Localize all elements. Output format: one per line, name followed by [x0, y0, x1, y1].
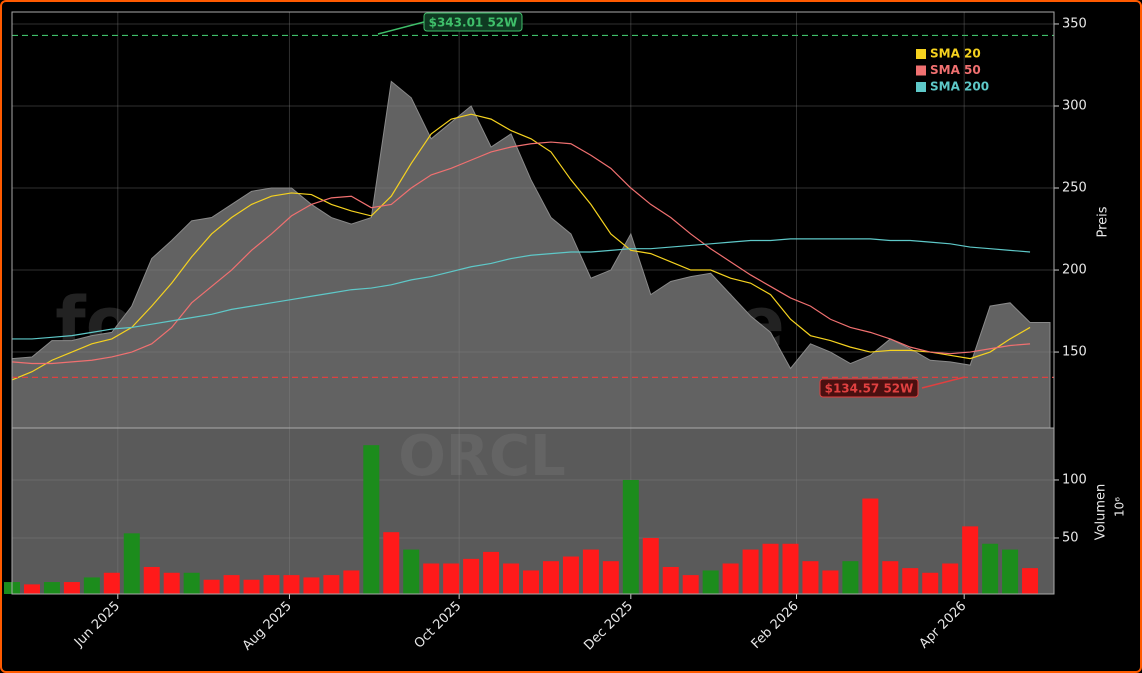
volume-bar [423, 563, 440, 594]
volume-panel [12, 428, 1054, 594]
volume-bar [642, 537, 659, 594]
volume-bar [43, 582, 60, 594]
volume-bar [163, 572, 180, 594]
annotation-arrow [377, 21, 425, 35]
volume-bar [483, 551, 500, 594]
volume-bar [443, 563, 460, 594]
volume-bar [662, 566, 679, 594]
volume-bar [143, 566, 160, 594]
y-tick-label: 150 [1062, 345, 1087, 360]
plot-frame [11, 427, 1055, 595]
volume-bar [682, 575, 699, 594]
x-tick-label: Dec 2025 [581, 599, 636, 654]
x-tick-label: Feb 2026 [749, 599, 802, 652]
volume-bar [802, 561, 819, 594]
y-tick-label: 250 [1062, 181, 1087, 196]
volume-bar [822, 570, 839, 594]
volume-bar [463, 558, 480, 594]
y2-scale-label: 10⁶ [1113, 497, 1127, 517]
volume-bar [503, 563, 520, 594]
volume-bar [922, 572, 939, 594]
watermark-symbol: ORCL [398, 424, 566, 489]
volume-bar [323, 575, 340, 594]
volume-bar [83, 577, 100, 594]
volume-bar [223, 575, 240, 594]
legend-label: SMA 20 [930, 47, 981, 61]
legend-label: SMA 50 [930, 63, 981, 77]
volume-bar [403, 549, 420, 594]
volume-bar [343, 570, 360, 594]
volume-bar [203, 579, 220, 594]
legend-label: SMA 200 [930, 80, 989, 94]
x-tick-label: Jun 2025 [71, 599, 123, 651]
volume-bar [882, 561, 899, 594]
volume-bar [722, 563, 739, 594]
volume-bar [862, 498, 879, 594]
volume-bar [1002, 549, 1019, 594]
legend-swatch [916, 65, 926, 76]
volume-bar [123, 533, 140, 594]
volume-bar [383, 532, 400, 594]
y-tick-label: 350 [1062, 16, 1087, 31]
y-tick-label: 300 [1062, 98, 1087, 113]
annotation-arrow [921, 376, 966, 389]
y2-tick-label: 50 [1062, 530, 1079, 545]
x-tick-label: Aug 2025 [240, 599, 295, 654]
volume-bar [942, 563, 959, 594]
volume-bar [23, 584, 40, 594]
annotation-label: $343.01 52W [429, 16, 518, 30]
volume-bar [183, 572, 200, 594]
legend-swatch [916, 49, 926, 59]
volume-bar [263, 575, 280, 594]
sma-line [11, 141, 1031, 365]
volume-bar [962, 526, 979, 594]
volume-bar [1022, 568, 1039, 594]
volume-bar [982, 543, 999, 594]
volume-bar [902, 568, 919, 594]
x-tick-label: Apr 2026 [917, 599, 970, 652]
volume-bar [103, 572, 120, 594]
legend-swatch [916, 82, 926, 92]
annotation-label: $134.57 52W [825, 382, 914, 396]
volume-bar [602, 561, 619, 594]
volume-bar [622, 479, 639, 594]
x-tick-label: Oct 2025 [412, 599, 465, 652]
volume-bar [562, 556, 579, 594]
volume-bar [762, 543, 779, 594]
volume-bar [523, 570, 540, 594]
annotation-box [819, 378, 919, 398]
volume-bar [303, 577, 320, 594]
volume-bar [742, 549, 759, 594]
volume-bar [842, 561, 859, 594]
volume-bar [63, 582, 80, 594]
volume-bar [283, 575, 300, 594]
volume-bar [542, 561, 559, 594]
y-axis-label: Preis [1096, 206, 1111, 237]
y2-tick-label: 100 [1062, 472, 1087, 487]
volume-bar [702, 570, 719, 594]
volume-bar [243, 579, 260, 594]
sma-line [11, 113, 1031, 381]
sma-line [12, 238, 1031, 340]
volume-bar [363, 445, 380, 594]
volume-bar [582, 549, 599, 594]
annotation-box [423, 12, 523, 32]
y-tick-label: 200 [1062, 263, 1087, 278]
y2-axis-label: Volumen [1094, 484, 1109, 541]
volume-bar [782, 543, 799, 594]
